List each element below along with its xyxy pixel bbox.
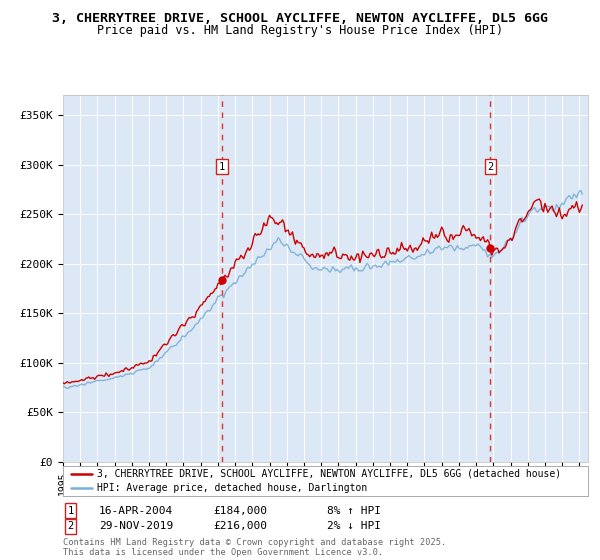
- Text: 29-NOV-2019: 29-NOV-2019: [99, 521, 173, 531]
- Text: Contains HM Land Registry data © Crown copyright and database right 2025.
This d: Contains HM Land Registry data © Crown c…: [63, 538, 446, 557]
- Text: 1: 1: [68, 506, 74, 516]
- Text: 1: 1: [219, 162, 226, 171]
- Text: £216,000: £216,000: [213, 521, 267, 531]
- Text: 2: 2: [487, 162, 494, 171]
- Text: 16-APR-2004: 16-APR-2004: [99, 506, 173, 516]
- Text: 2% ↓ HPI: 2% ↓ HPI: [327, 521, 381, 531]
- Text: 8% ↑ HPI: 8% ↑ HPI: [327, 506, 381, 516]
- Text: 2: 2: [68, 521, 74, 531]
- Text: 3, CHERRYTREE DRIVE, SCHOOL AYCLIFFE, NEWTON AYCLIFFE, DL5 6GG (detached house): 3, CHERRYTREE DRIVE, SCHOOL AYCLIFFE, NE…: [97, 469, 561, 479]
- Text: £184,000: £184,000: [213, 506, 267, 516]
- Text: HPI: Average price, detached house, Darlington: HPI: Average price, detached house, Darl…: [97, 483, 367, 493]
- Text: Price paid vs. HM Land Registry's House Price Index (HPI): Price paid vs. HM Land Registry's House …: [97, 24, 503, 37]
- Text: 3, CHERRYTREE DRIVE, SCHOOL AYCLIFFE, NEWTON AYCLIFFE, DL5 6GG: 3, CHERRYTREE DRIVE, SCHOOL AYCLIFFE, NE…: [52, 12, 548, 25]
